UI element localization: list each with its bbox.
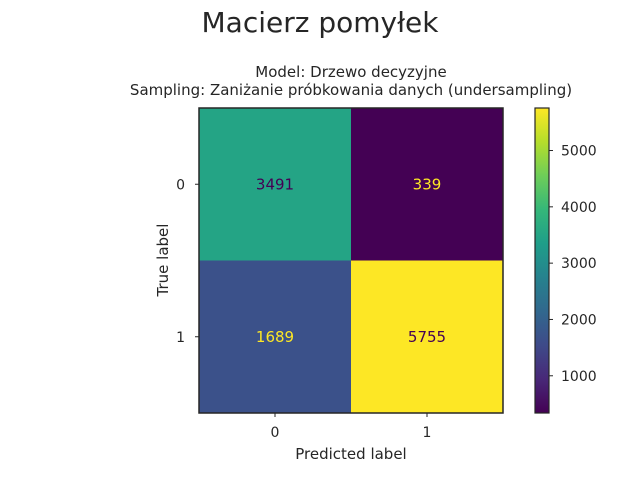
cell-value-0-0: 3491 (256, 175, 294, 193)
cell-value-1-1: 5755 (408, 328, 446, 346)
colorbar-tick-label: 4000 (561, 200, 597, 216)
colorbar (535, 108, 549, 413)
colorbar-tick-label: 5000 (561, 144, 597, 160)
matrix-cells: 3491 339 1689 5755 (199, 108, 504, 414)
matrix-cell-1-1 (351, 260, 504, 414)
matrix-cell-0-0 (199, 108, 352, 261)
y-tick-label: 0 (176, 177, 185, 193)
matrix-cell-0-1 (351, 108, 504, 261)
matrix-cell-1-0 (199, 260, 352, 414)
colorbar-tick-label: 1000 (561, 369, 597, 385)
x-axis-label: Predicted label (295, 445, 406, 463)
y-axis-ticks: 01 (176, 177, 199, 346)
y-axis-label: True label (154, 224, 172, 298)
y-tick-label: 1 (176, 330, 185, 346)
chart-subtitle-model: Model: Drzewo decyzyjne (255, 63, 446, 81)
colorbar-frame (534, 107, 550, 414)
colorbar-tick-label: 3000 (561, 256, 597, 272)
cell-value-1-0: 1689 (256, 328, 294, 346)
chart-title: Macierz pomyłek (202, 6, 440, 39)
x-tick-label: 1 (423, 425, 432, 441)
matrix-frame (198, 107, 504, 414)
chart-subtitle-sampling: Sampling: Zaniżanie próbkowania danych (… (130, 81, 572, 99)
colorbar-ticks: 1000 2000 3000 4000 5000 (549, 144, 597, 385)
x-tick-label: 0 (271, 425, 280, 441)
cell-value-0-1: 339 (413, 175, 442, 193)
colorbar-tick-label: 2000 (561, 312, 597, 328)
